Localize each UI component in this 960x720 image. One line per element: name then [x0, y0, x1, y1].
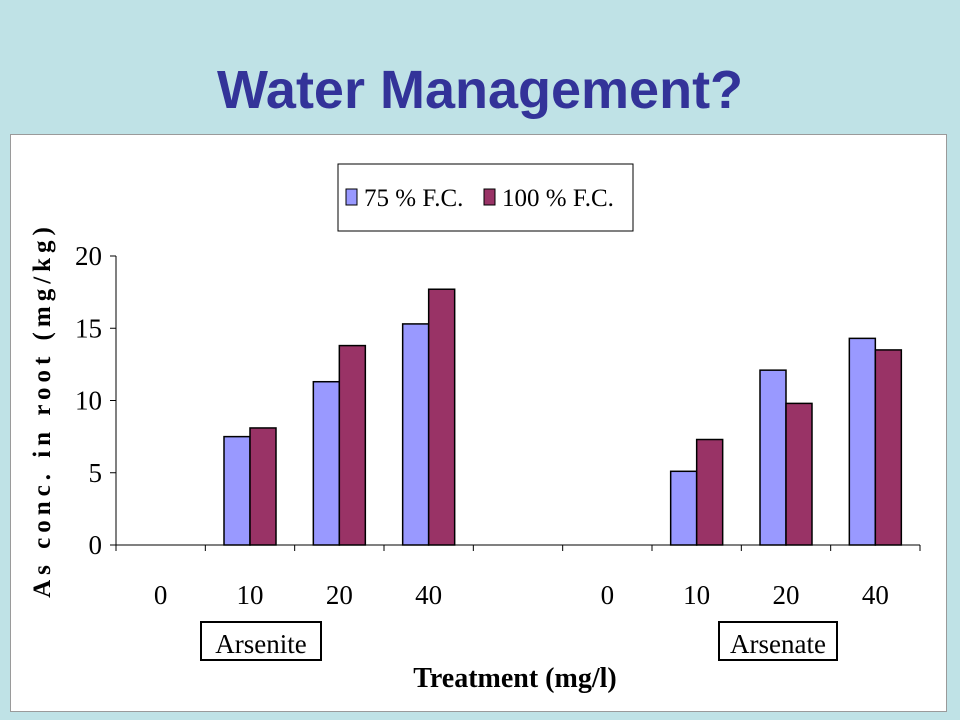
bar-100fc [338, 344, 367, 546]
tick-labels: 0 5 10 15 20 0 10 20 40 0 10 20 40 [75, 241, 889, 610]
x-tick-label: 10 [683, 580, 710, 610]
x-axis-title: Treatment (mg/l) [413, 663, 616, 694]
y-tick-label: 20 [75, 241, 102, 271]
x-tick-label: 20 [773, 580, 800, 610]
x-tick-label: 0 [601, 580, 615, 610]
bar-75fc [669, 470, 698, 546]
legend-label-75fc: 75 % F.C. [364, 185, 463, 212]
bars [223, 288, 903, 546]
group-box-arsenite [200, 621, 322, 661]
bar-75fc [759, 369, 787, 546]
legend-label-100fc: 100 % F.C. [502, 185, 614, 212]
y-tick-label: 5 [89, 458, 103, 488]
group-text-arsenate: Arsenate [730, 629, 826, 659]
bar-100fc [427, 288, 456, 546]
bar-75fc [848, 337, 877, 546]
bar-75fc [312, 380, 341, 546]
bar-100fc [874, 349, 903, 546]
group-label-arsenite: Arsenite [200, 621, 322, 661]
bar-100fc [249, 427, 277, 546]
legend: 75 % F.C. 100 % F.C. [337, 163, 634, 232]
group-label-arsenate: Arsenate [718, 621, 838, 661]
y-tick-label: 10 [75, 386, 102, 416]
x-tick-label: 10 [237, 580, 264, 610]
group-box-arsenate [718, 621, 838, 661]
legend-swatch-100fc [483, 188, 496, 206]
x-tick-label: 40 [415, 580, 442, 610]
group-text-arsenite: Arsenite [215, 629, 306, 659]
y-axis-title: As conc. in root (mg/kg) [29, 222, 56, 598]
y-tick-label: 15 [75, 313, 102, 343]
bar-75fc [401, 323, 430, 546]
y-tick-label: 0 [89, 530, 103, 560]
x-tick-label: 20 [326, 580, 353, 610]
bar-75fc [223, 435, 251, 546]
legend-swatch-75fc [345, 188, 358, 206]
x-tick-label: 0 [154, 580, 168, 610]
bar-100fc [785, 402, 813, 546]
x-tick-label: 40 [862, 580, 889, 610]
slide-title: Water Management? [216, 60, 744, 120]
bar-100fc [695, 438, 724, 546]
